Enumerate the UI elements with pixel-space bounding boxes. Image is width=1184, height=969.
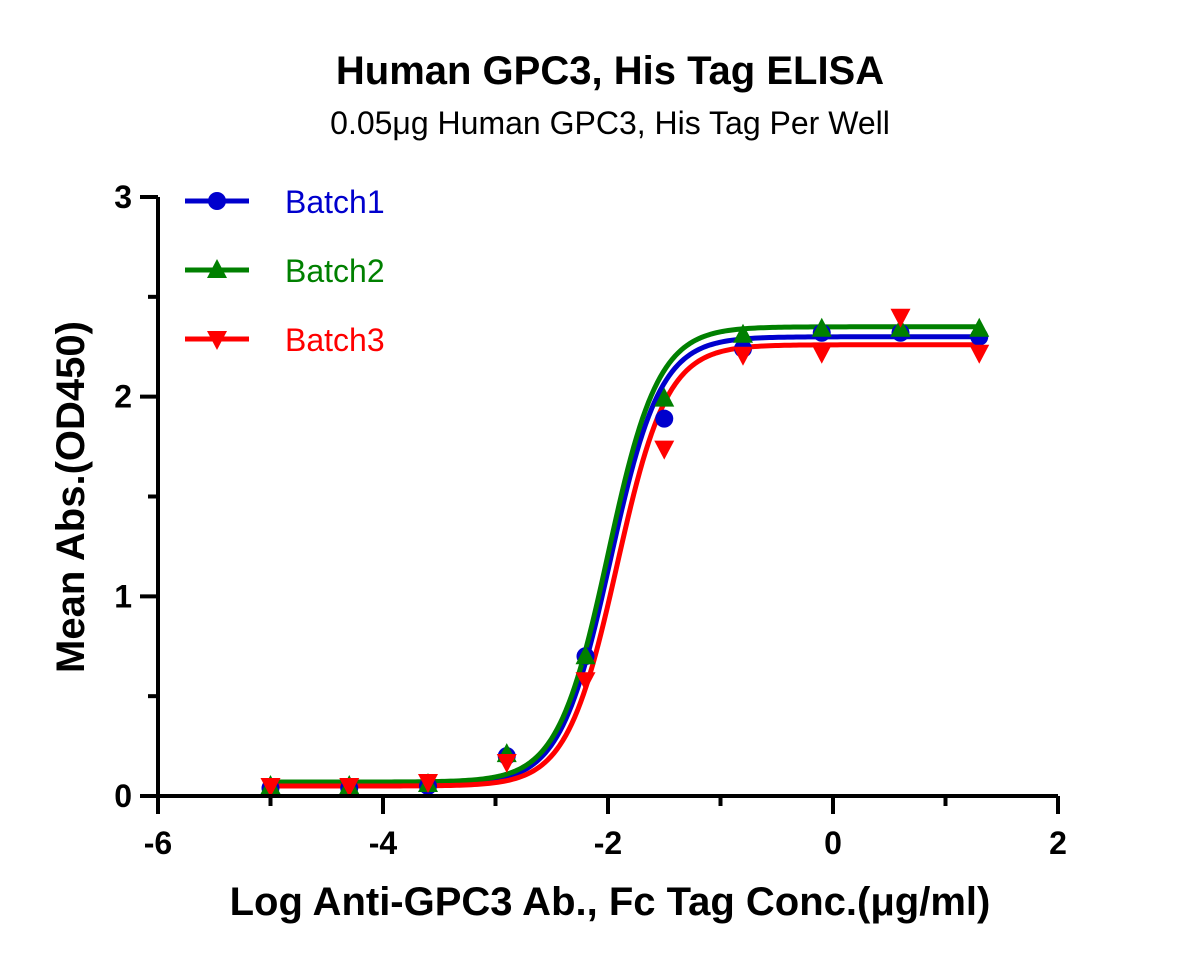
data-point-batch3 <box>339 778 360 798</box>
y-tick-label: 2 <box>114 379 132 415</box>
data-point-batch3 <box>496 754 517 774</box>
data-point-batch3 <box>733 346 753 366</box>
y-tick-label: 1 <box>114 578 132 614</box>
legend-label: Batch3 <box>285 322 385 358</box>
y-tick-label: 3 <box>114 179 132 215</box>
legend-marker <box>207 331 227 350</box>
x-tick-label: -4 <box>369 825 398 861</box>
legend: Batch1 Batch2 Batch3 <box>185 184 385 358</box>
data-point-batch2 <box>654 387 675 407</box>
data-point-batch3 <box>418 774 438 794</box>
data-point-batch1 <box>655 409 674 428</box>
fit-curve-batch3 <box>270 342 980 789</box>
data-point-batch2 <box>969 317 990 337</box>
data-point-batch2 <box>811 317 832 337</box>
fit-curve-batch1 <box>270 334 980 787</box>
x-tick-label: -6 <box>144 825 172 861</box>
x-tick-label: -2 <box>594 825 622 861</box>
data-point-batch3 <box>575 672 596 692</box>
legend-label: Batch2 <box>285 253 385 289</box>
data-point-batch2 <box>733 323 753 343</box>
fit-curves <box>270 324 980 789</box>
fit-curve-batch2 <box>270 324 980 785</box>
x-axis-label: Log Anti-GPC3 Ab., Fc Tag Conc.(μg/ml) <box>230 880 991 924</box>
chart-title: Human GPC3, His Tag ELISA <box>336 49 884 93</box>
y-tick-label: 0 <box>114 778 132 814</box>
plot-area <box>260 308 990 798</box>
data-point-batch3 <box>654 440 675 460</box>
axes: 0 1 2 3 -6 -4 -2 0 2 <box>114 179 1067 861</box>
legend-marker <box>207 259 227 278</box>
data-point-batch3 <box>260 778 281 798</box>
x-tick-label: 2 <box>1049 825 1067 861</box>
x-tick-label: 0 <box>824 825 842 861</box>
data-markers <box>260 308 990 798</box>
data-point-batch3 <box>969 344 990 364</box>
data-point-batch2 <box>575 645 596 665</box>
data-point-batch3 <box>890 308 911 328</box>
data-point-batch3 <box>811 344 832 364</box>
legend-marker <box>208 192 226 210</box>
legend-label: Batch1 <box>285 184 385 220</box>
y-axis-label: Mean Abs.(OD450) <box>49 321 93 673</box>
chart-subtitle: 0.05μg Human GPC3, His Tag Per Well <box>330 105 890 141</box>
